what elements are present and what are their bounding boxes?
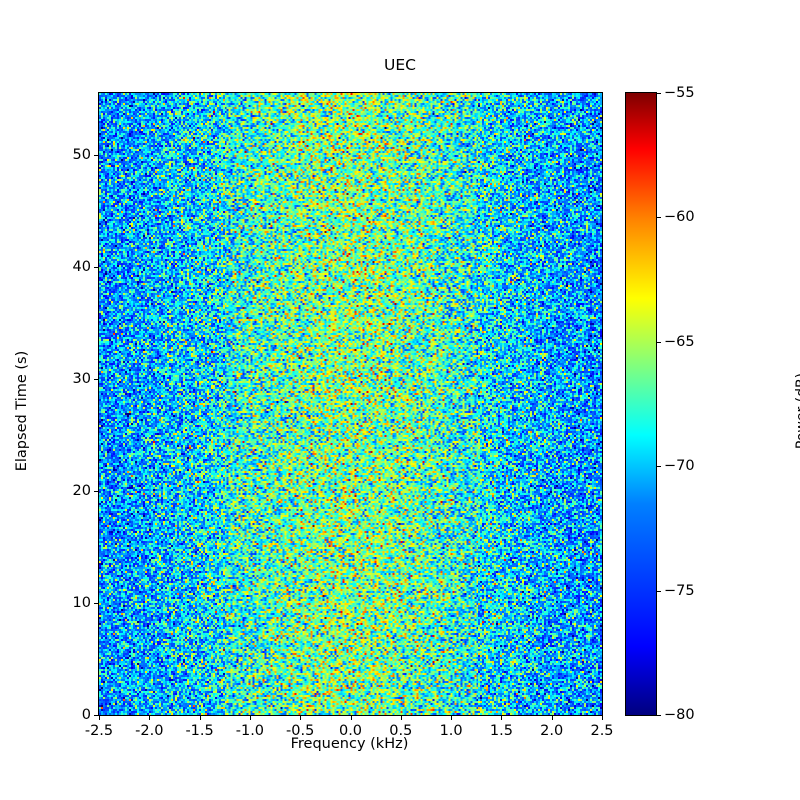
- title-station: UEC: [384, 56, 416, 75]
- x-tick-mark: [199, 716, 201, 720]
- colorbar-tick-mark: [657, 715, 661, 716]
- x-tick-label: 0.5: [389, 723, 413, 739]
- x-tick-label: -2.5: [84, 723, 114, 739]
- x-tick-mark: [551, 716, 553, 720]
- colorbar-tick-mark: [657, 466, 661, 468]
- x-tick-label: 2.5: [590, 723, 614, 739]
- x-tick-mark: [350, 716, 352, 720]
- x-tick-label: 1.5: [489, 723, 513, 739]
- x-tick-mark: [249, 716, 251, 720]
- x-tick-mark: [501, 716, 503, 720]
- power-colorbar[interactable]: [625, 92, 657, 716]
- y-tick-mark: [94, 378, 98, 380]
- colorbar-tick-mark: [657, 217, 661, 219]
- y-tick-label: 40: [72, 258, 91, 275]
- y-tick-mark: [94, 266, 98, 268]
- y-tick-mark: [94, 154, 98, 156]
- y-tick-label: 20: [72, 482, 91, 499]
- x-tick-mark: [451, 716, 453, 720]
- y-axis-label: Elapsed Time (s): [14, 350, 30, 472]
- x-tick-label: 0.0: [338, 723, 363, 739]
- colorbar-tick-mark: [657, 93, 661, 94]
- x-tick-mark: [602, 716, 603, 720]
- x-tick-label: 1.0: [439, 723, 463, 739]
- colorbar-tick-label: −80: [664, 707, 695, 723]
- x-tick-label: 2.0: [540, 723, 564, 739]
- colorbar-tick-label: −70: [664, 458, 695, 475]
- colorbar-tick-mark: [657, 341, 661, 343]
- x-tick-mark: [300, 716, 302, 720]
- y-tick-mark: [94, 715, 98, 716]
- y-tick-mark: [94, 490, 98, 492]
- y-tick-label: 30: [72, 370, 91, 387]
- x-tick-mark: [99, 716, 100, 720]
- y-tick-label: 50: [72, 146, 91, 163]
- colorbar-tick-label: −65: [664, 333, 695, 350]
- colorbar-tick-label: −75: [664, 582, 695, 599]
- spectrogram-image: [99, 93, 602, 715]
- x-tick-mark: [400, 716, 402, 720]
- colorbar-tick-label: −55: [664, 85, 695, 101]
- colorbar-label: Power (dB): [794, 372, 800, 450]
- x-tick-mark: [149, 716, 151, 720]
- y-tick-label: 0: [81, 707, 91, 723]
- x-tick-label: -1.0: [235, 723, 265, 739]
- x-tick-label: -2.0: [135, 723, 164, 739]
- spectrogram-plot-area[interactable]: [98, 92, 603, 716]
- colorbar-tick-mark: [657, 590, 661, 592]
- x-axis-label: Frequency (kHz): [290, 736, 409, 752]
- x-tick-label: -1.5: [185, 723, 214, 739]
- x-tick-label: -0.5: [286, 723, 315, 739]
- colorbar-tick-label: −60: [664, 209, 695, 226]
- y-tick-mark: [94, 602, 98, 604]
- y-tick-label: 10: [72, 594, 91, 611]
